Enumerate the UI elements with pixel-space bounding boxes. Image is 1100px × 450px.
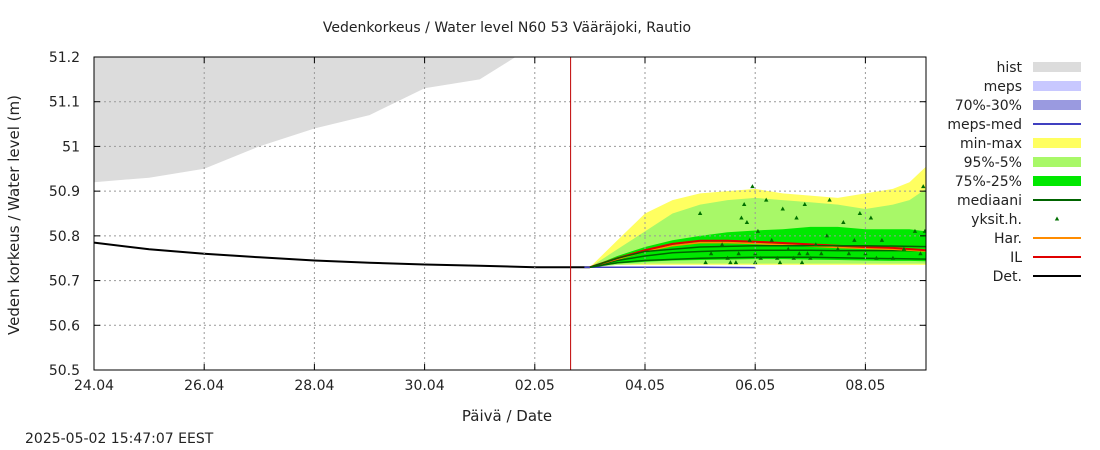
ensemble-point: [755, 228, 761, 233]
y-tick-label: 50.6: [49, 318, 80, 334]
ensemble-point: [852, 237, 857, 242]
ensemble-point: [728, 260, 733, 265]
x-tick-label: 30.04: [405, 378, 445, 394]
x-tick-label: 26.04: [184, 378, 224, 394]
ensemble-point: [744, 219, 750, 224]
legend-swatch-box: [1033, 62, 1081, 72]
x-tick-label: 02.05: [515, 378, 555, 394]
plot-area: 24.04 26.04 28.04 30.04 02.05 04.05 06.05 08.05…: [49, 50, 927, 394]
ensemble-point: [725, 255, 730, 260]
plot-frame: [93, 56, 927, 371]
ensemble-point: [835, 246, 841, 251]
legend-label: min-max: [960, 136, 1022, 152]
legend-label: meps: [984, 79, 1022, 95]
timestamp: 2025-05-02 15:47:07 EEST: [25, 431, 214, 447]
series-line-mediaani-upper: [589, 244, 926, 268]
ensemble-point: [805, 251, 810, 256]
ensemble-point: [921, 184, 926, 189]
legend-label: 70%-30%: [955, 98, 1022, 114]
plot-content: [94, 57, 926, 269]
ensemble-point: [879, 237, 885, 242]
x-tick-label: 04.05: [625, 378, 665, 394]
series-line-mediaani: [589, 249, 926, 268]
ensemble-point: [857, 211, 863, 215]
x-axis-label: Päivä / Date: [462, 407, 552, 425]
ensemble-point: [868, 215, 874, 220]
ensemble-point: [813, 242, 819, 247]
y-tick-label: 51.2: [49, 50, 80, 66]
legend-swatch-box: [1033, 100, 1081, 110]
y-tick-label: 51: [62, 139, 80, 155]
x-tick-label: 06.05: [735, 378, 775, 394]
ensemble-point: [758, 255, 763, 260]
ensemble-point: [741, 202, 747, 207]
legend-label: Det.: [993, 269, 1022, 285]
x-tick-label: 24.04: [74, 378, 114, 394]
ensemble-point: [750, 184, 755, 189]
ensemble-point: [918, 251, 923, 256]
y-tick-label: 50.7: [49, 274, 80, 290]
x-tick-label: 28.04: [294, 378, 334, 394]
y-tick-label: 50.8: [49, 229, 80, 245]
ensemble-point: [736, 251, 741, 256]
ensemble-point: [874, 255, 879, 260]
ensemble-point: [890, 255, 896, 260]
ensemble-point: [719, 242, 725, 247]
ensemble-point: [791, 255, 796, 260]
ensemble-point: [786, 246, 791, 251]
legend-swatch-box: [1033, 157, 1081, 167]
ensemble-point: [769, 237, 774, 242]
series-line-det-: [94, 241, 590, 269]
ensemble-point: [747, 237, 752, 242]
legend-label: 75%-25%: [955, 174, 1022, 190]
ensemble-point: [733, 260, 739, 265]
ensemble-point: [777, 260, 783, 265]
x-tick-label: 08.05: [845, 378, 885, 394]
ensemble-point: [808, 255, 813, 260]
y-axis-label: Veden korkeus / Water level (m): [5, 95, 23, 335]
ensemble-point: [846, 251, 852, 256]
ensemble-point: [799, 260, 805, 265]
y-tick-label: 51.1: [49, 95, 80, 111]
y-tick-label: 50.5: [49, 363, 80, 379]
ensemble-point: [697, 211, 703, 215]
ensemble-point: [797, 251, 802, 256]
legend-label: mediaani: [957, 193, 1022, 209]
ensemble-point: [703, 260, 708, 265]
ensemble-point: [841, 219, 846, 224]
legend-label: hist: [996, 60, 1022, 76]
legend: hist meps 70%-30% meps-med min-max 95%-5% 75%-…: [947, 60, 1081, 285]
ensemble-point: [802, 202, 807, 207]
legend-swatch-point: [1054, 216, 1060, 221]
legend-swatch-box: [1033, 176, 1081, 186]
ensemble-point: [827, 197, 832, 202]
ensemble-point: [708, 251, 714, 256]
ensemble-point: [764, 197, 769, 202]
ensemble-point: [922, 228, 926, 233]
hist-band: [94, 57, 516, 183]
legend-label: Har.: [994, 231, 1022, 247]
legend-label: IL: [1010, 250, 1022, 266]
legend-label: yksit.h.: [971, 212, 1022, 228]
ensemble-point: [794, 215, 799, 220]
ensemble-point: [739, 215, 744, 220]
legend-label: 95%-5%: [964, 155, 1022, 171]
legend-swatch-box: [1033, 81, 1081, 91]
legend-label: meps-med: [947, 117, 1022, 133]
ensemble-point: [775, 255, 780, 260]
chart-title: Vedenkorkeus / Water level N60 53 Vääräj…: [323, 20, 691, 36]
ensemble-point: [819, 251, 824, 256]
ensemble-point: [912, 228, 918, 233]
ensemble-point: [780, 206, 785, 211]
legend-swatch-box: [1033, 138, 1081, 148]
ensemble-point: [901, 246, 907, 251]
y-tick-label: 50.9: [49, 184, 80, 200]
